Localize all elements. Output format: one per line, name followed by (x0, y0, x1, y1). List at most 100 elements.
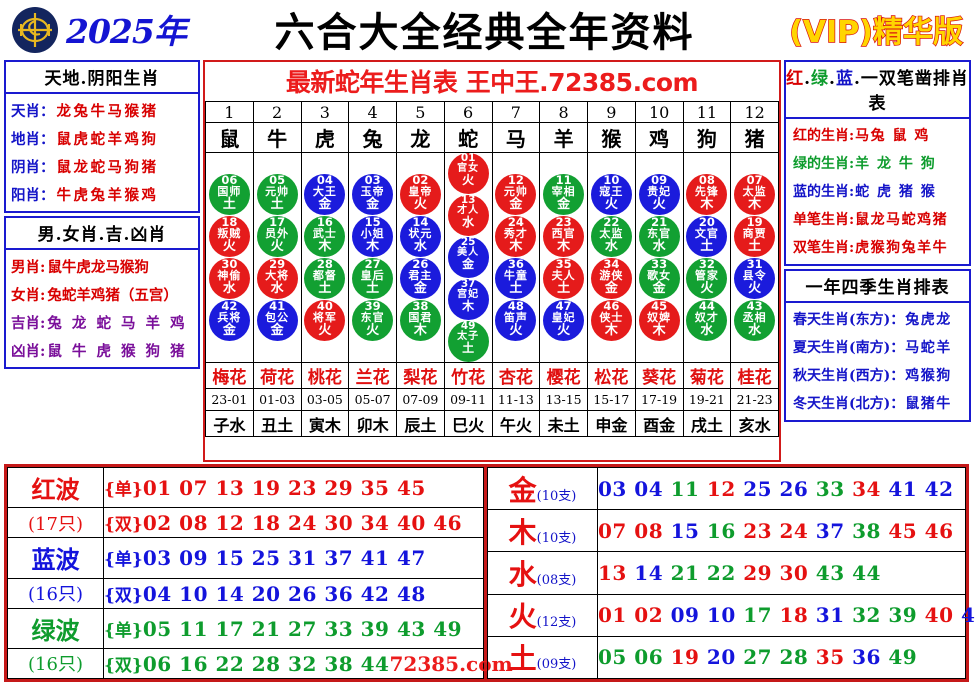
number-ball[interactable]: 40 将军火 (304, 300, 346, 341)
number-ball[interactable]: 47 皇妃火 (543, 300, 585, 341)
number-ball[interactable]: 22 太监水 (590, 216, 632, 257)
element-number[interactable]: 31 (808, 603, 845, 628)
number-ball[interactable]: 38 国君木 (399, 300, 441, 341)
element-number[interactable]: 19 (663, 645, 700, 670)
element-number[interactable]: 07 (598, 518, 627, 543)
ball-title: 员外 (265, 227, 290, 240)
element-number[interactable]: 37 (808, 518, 845, 543)
element-number[interactable]: 35 (808, 645, 845, 670)
number-ball[interactable]: 44 奴才水 (686, 300, 728, 341)
element-number[interactable]: 46 (917, 518, 954, 543)
number-ball[interactable]: 03 玉帝金 (352, 174, 394, 215)
element-number[interactable]: 02 (626, 603, 664, 628)
element-number[interactable]: 36 (844, 645, 881, 670)
number-ball[interactable]: 28 都督土 (304, 258, 346, 299)
number-ball[interactable]: 39 东官火 (352, 300, 394, 341)
number-ball[interactable]: 13 才人水 (447, 195, 489, 236)
number-ball[interactable]: 15 小姐木 (352, 216, 394, 257)
number-ball[interactable]: 30 神偷水 (208, 258, 250, 299)
number-ball[interactable]: 36 牛童土 (495, 258, 537, 299)
element-number[interactable]: 11 (663, 476, 700, 501)
element-number[interactable]: 18 (772, 603, 809, 628)
element-number[interactable]: 14 (626, 560, 664, 585)
number-ball[interactable]: 20 文官土 (686, 216, 728, 257)
number-ball[interactable]: 17 员外火 (256, 216, 298, 257)
number-ball[interactable]: 02 皇帝火 (399, 174, 441, 215)
number-ball[interactable]: 49 太子土 (447, 321, 489, 362)
number-ball[interactable]: 08 先锋木 (686, 174, 728, 215)
number-ball[interactable]: 32 管家火 (686, 258, 728, 299)
number-ball[interactable]: 01 官女火 (447, 153, 489, 194)
number-ball[interactable]: 41 包公金 (256, 300, 298, 341)
element-number[interactable]: 43 (808, 560, 845, 585)
element-number[interactable]: 10 (699, 603, 736, 628)
element-number[interactable]: 41 (880, 476, 918, 501)
number-ball[interactable]: 29 大将水 (256, 258, 298, 299)
element-number[interactable]: 09 (663, 603, 700, 628)
element-number[interactable]: 32 (844, 603, 881, 628)
number-ball[interactable]: 05 元帅土 (256, 174, 298, 215)
element-number[interactable]: 42 (917, 476, 954, 501)
number-ball[interactable]: 11 宰相金 (543, 174, 585, 215)
element-number[interactable]: 17 (735, 603, 773, 628)
element-number[interactable]: 12 (699, 476, 736, 501)
number-ball[interactable]: 26 君主金 (399, 258, 441, 299)
element-number[interactable]: 04 (626, 476, 664, 501)
element-number[interactable]: 22 (699, 560, 736, 585)
number-ball[interactable]: 42 兵将金 (208, 300, 250, 341)
number-ball[interactable]: 46 侠士木 (590, 300, 632, 341)
element-number[interactable]: 15 (663, 518, 700, 543)
element-number[interactable]: 16 (699, 518, 736, 543)
number-ball[interactable]: 25 美人金 (447, 237, 489, 278)
number-ball[interactable]: 48 笛声火 (495, 300, 537, 341)
element-number[interactable]: 05 (598, 645, 627, 670)
element-number[interactable]: 38 (844, 518, 881, 543)
element-number[interactable]: 21 (663, 560, 700, 585)
element-number[interactable]: 01 (598, 603, 627, 628)
element-number[interactable]: 26 (772, 476, 809, 501)
element-number[interactable]: 06 (626, 645, 664, 670)
number-ball[interactable]: 06 国师土 (208, 174, 250, 215)
element-number[interactable]: 25 (735, 476, 773, 501)
number-ball[interactable]: 43 丞相水 (734, 300, 776, 341)
number-ball[interactable]: 35 夫人土 (543, 258, 585, 299)
number-ball[interactable]: 10 寇王火 (590, 174, 632, 215)
number-ball[interactable]: 34 游侠金 (590, 258, 632, 299)
number-ball[interactable]: 18 叛贼火 (208, 216, 250, 257)
number-ball[interactable]: 19 商贾土 (734, 216, 776, 257)
number-ball[interactable]: 27 皇后土 (352, 258, 394, 299)
element-number[interactable]: 47 (960, 603, 975, 628)
number-ball[interactable]: 31 县令火 (734, 258, 776, 299)
element-number[interactable]: 13 (598, 560, 627, 585)
number-ball[interactable]: 07 太监木 (734, 174, 776, 215)
element-number[interactable]: 39 (880, 603, 918, 628)
element-number[interactable]: 20 (699, 645, 736, 670)
element-number[interactable]: 24 (772, 518, 809, 543)
number-ball[interactable]: 37 宫妃木 (447, 279, 489, 320)
element-number[interactable]: 08 (626, 518, 664, 543)
number-ball[interactable]: 16 武士木 (304, 216, 346, 257)
element-number[interactable]: 28 (772, 645, 809, 670)
element-number[interactable]: 33 (808, 476, 845, 501)
element-number[interactable]: 44 (844, 560, 881, 585)
number-ball[interactable]: 33 歌女金 (638, 258, 680, 299)
number-ball[interactable]: 24 秀才木 (495, 216, 537, 257)
number-ball[interactable]: 45 奴婢木 (638, 300, 680, 341)
element-number[interactable]: 45 (880, 518, 918, 543)
element-count: (09支) (536, 657, 577, 673)
number-ball[interactable]: 23 西官木 (543, 216, 585, 257)
number-ball[interactable]: 14 状元水 (399, 216, 441, 257)
number-ball[interactable]: 12 元帅金 (495, 174, 537, 215)
number-ball[interactable]: 21 东官水 (638, 216, 680, 257)
element-number[interactable]: 23 (735, 518, 773, 543)
number-ball[interactable]: 09 贵妃火 (638, 174, 680, 215)
element-number[interactable]: 03 (598, 476, 627, 501)
element-number[interactable]: 30 (772, 560, 809, 585)
ball-title: 皇妃 (551, 311, 576, 324)
element-number[interactable]: 27 (735, 645, 773, 670)
number-ball[interactable]: 04 大王金 (304, 174, 346, 215)
element-number[interactable]: 29 (735, 560, 773, 585)
element-number[interactable]: 40 (917, 603, 954, 628)
element-number[interactable]: 34 (844, 476, 881, 501)
element-number[interactable]: 49 (880, 645, 918, 670)
